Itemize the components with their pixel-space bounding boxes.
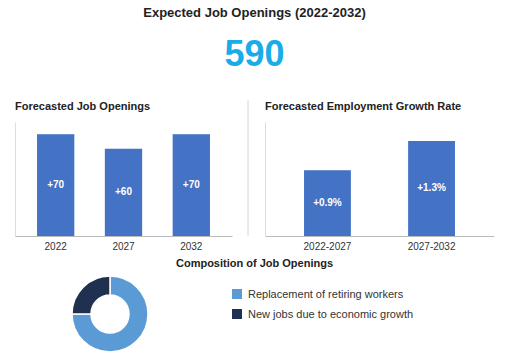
- data-labels: +70 +60 +70: [47, 179, 200, 197]
- axis-line: [15, 123, 16, 237]
- tick-label: 2032: [180, 241, 203, 252]
- y-axis: [265, 123, 266, 237]
- bar: [173, 134, 210, 236]
- tick-label: 2022: [45, 241, 68, 252]
- legend-swatch: [232, 309, 242, 319]
- tick: 2027: [112, 241, 135, 252]
- data-label: +60: [115, 186, 132, 197]
- legend-label: New jobs due to economic growth: [248, 308, 413, 320]
- chart-title: Forecasted Employment Growth Rate: [265, 100, 461, 112]
- title: Expected Job Openings (2022-2032): [143, 5, 366, 20]
- data-label: +1.3%: [417, 182, 446, 193]
- data-labels: +0.9% +1.3%: [313, 182, 446, 208]
- chart-title: Composition of Job Openings: [176, 257, 333, 269]
- chart: Expected Job Openings (2022-2032) 590 Fore…: [0, 0, 509, 356]
- legend-entry: New jobs due to economic growth: [232, 308, 413, 320]
- legend-swatch: [232, 289, 242, 299]
- x-axis: 2022-2027 2027-2032: [266, 237, 495, 253]
- tick: 2022-2027: [304, 241, 352, 252]
- tick: 2022: [45, 241, 68, 252]
- tick-label: 2027: [112, 241, 135, 252]
- bar: [105, 149, 142, 236]
- tick: 2032: [180, 241, 203, 252]
- x-axis: 2022 2027 2032: [16, 237, 233, 253]
- tick-label: 2027-2032: [408, 241, 456, 252]
- y-axis: [15, 123, 16, 237]
- tick: 2027-2032: [408, 241, 456, 252]
- bars: [304, 141, 455, 236]
- data-label: +70: [47, 179, 64, 190]
- donut: [72, 276, 148, 352]
- legend: Replacement of retiring workers New jobs …: [232, 288, 413, 320]
- data-label: +70: [183, 179, 200, 190]
- slice: [72, 276, 110, 314]
- chart-title: Forecasted Job Openings: [15, 100, 150, 112]
- tick-label: 2022-2027: [304, 241, 352, 252]
- axis-line: [265, 123, 266, 237]
- legend-label: Replacement of retiring workers: [248, 288, 404, 300]
- big-number: 590: [224, 33, 284, 74]
- axis-line: [266, 236, 495, 237]
- bar: [408, 141, 455, 236]
- legend-entry: Replacement of retiring workers: [232, 288, 404, 300]
- bar: [304, 170, 351, 236]
- bars: [37, 134, 210, 236]
- bar: [37, 134, 74, 236]
- slice: [72, 276, 148, 352]
- divider: [248, 100, 249, 236]
- data-label: +0.9%: [313, 197, 342, 208]
- axis-line: [16, 236, 233, 237]
